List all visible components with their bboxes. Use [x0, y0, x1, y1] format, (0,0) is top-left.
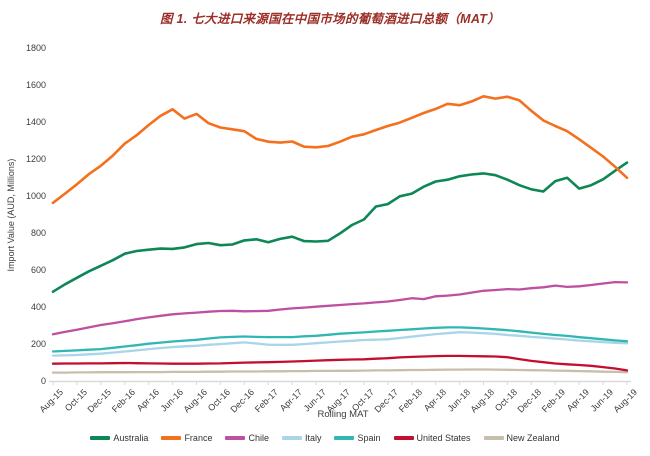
chart-title: 图 1. 七大进口来源国在中国市场的葡萄酒进口总额（MAT）: [159, 12, 501, 26]
chart-legend: Australia France Chile Italy Spain United Sta…: [0, 433, 650, 443]
legend-label: Spain: [357, 433, 381, 443]
y-tick-label: 1000: [25, 190, 46, 201]
series-line-australia: [51, 161, 629, 294]
y-tick-label: 1600: [25, 79, 46, 90]
legend-item-chile: Chile: [225, 433, 269, 443]
y-tick-label: 0: [40, 376, 46, 386]
legend-item-france: France: [161, 433, 212, 443]
y-tick-label: 200: [30, 338, 46, 349]
x-axis-title: Rolling MAT: [317, 409, 369, 420]
series-line-france: [51, 95, 629, 205]
legend-item-spain: Spain: [334, 433, 381, 443]
y-tick-label: 800: [30, 227, 46, 238]
series-line-italy: [51, 331, 629, 357]
legend-item-australia: Australia: [90, 433, 148, 443]
series-line-chile: [51, 280, 629, 336]
legend-item-new-zealand: New Zealand: [483, 433, 560, 443]
legend-label: New Zealand: [506, 433, 560, 443]
legend-label: Australia: [113, 433, 149, 443]
legend-line-swatch: [393, 436, 414, 440]
legend-label: Italy: [304, 433, 322, 443]
legend-line-swatch: [334, 436, 355, 440]
y-tick-label: 1800: [25, 42, 46, 53]
legend-item-united-states: United States: [393, 433, 471, 443]
series-line-spain: [51, 326, 629, 353]
y-tick-label: 1400: [25, 116, 46, 127]
series-line-new-zealand: [51, 368, 629, 374]
legend-line-swatch: [161, 436, 182, 440]
legend-item-italy: Italy: [281, 433, 322, 443]
legend-line-swatch: [225, 436, 246, 440]
legend-line-swatch: [483, 436, 504, 440]
series-line-united-states: [51, 354, 629, 372]
y-tick-label: 600: [30, 264, 46, 275]
y-tick-label: 1200: [25, 153, 46, 164]
legend-label: Chile: [248, 433, 269, 443]
y-tick-label: 400: [30, 301, 46, 312]
legend-line-swatch: [90, 436, 111, 440]
legend-line-swatch: [281, 436, 302, 440]
legend-label: France: [184, 433, 213, 443]
legend-label: United States: [416, 433, 471, 443]
